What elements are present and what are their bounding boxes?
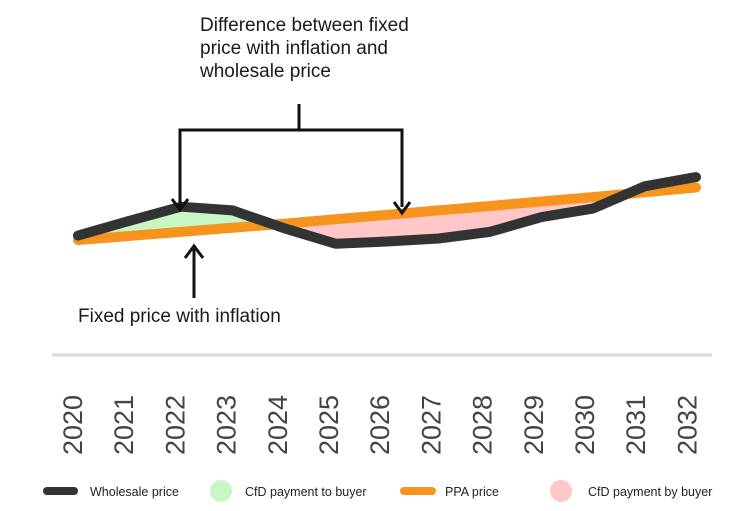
x-tick-label: 2021 bbox=[109, 395, 139, 455]
x-tick-label: 2023 bbox=[212, 395, 242, 455]
legend-mark-cfd-to-buyer bbox=[210, 480, 232, 502]
x-tick-label: 2026 bbox=[365, 395, 395, 455]
arrow-head-left bbox=[170, 198, 190, 213]
x-tick-label: 2020 bbox=[58, 395, 88, 455]
annotation-difference: Difference between fixed price with infl… bbox=[200, 15, 409, 82]
x-tick-label: 2032 bbox=[672, 395, 702, 455]
legend-label-ppa: PPA price bbox=[445, 485, 499, 499]
x-tick-label: 2027 bbox=[416, 395, 446, 455]
legend-label-wholesale: Wholesale price bbox=[90, 485, 179, 499]
x-tick-label: 2029 bbox=[519, 395, 549, 455]
x-tick-label: 2031 bbox=[621, 395, 651, 455]
x-axis-ticks: 2020 2021 2022 2023 2024 2025 2026 2027 2028 2029… bbox=[58, 395, 702, 455]
legend-label-cfd-by-buyer: CfD payment by buyer bbox=[588, 485, 713, 499]
bracket-connector bbox=[178, 128, 404, 207]
legend-mark-cfd-by-buyer bbox=[550, 480, 572, 502]
annotation-brackets bbox=[170, 104, 412, 298]
x-tick-label: 2025 bbox=[314, 395, 344, 455]
legend-marks bbox=[43, 480, 572, 502]
annotation-fixed-price: Fixed price with inflation bbox=[78, 306, 281, 327]
x-tick-label: 2024 bbox=[263, 395, 293, 455]
arrow-head-right bbox=[392, 201, 412, 216]
arrow-up-head bbox=[183, 243, 205, 259]
x-tick-label: 2028 bbox=[468, 395, 498, 455]
series-line-ppa-price bbox=[73, 182, 701, 245]
x-tick-label: 2030 bbox=[570, 395, 600, 455]
legend-label-cfd-to-buyer: CfD payment to buyer bbox=[245, 485, 367, 499]
x-tick-label: 2022 bbox=[160, 395, 190, 455]
